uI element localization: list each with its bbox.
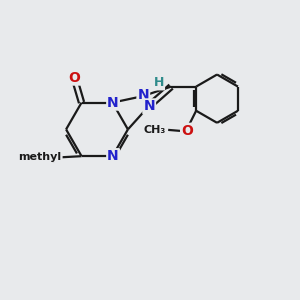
Text: CH₃: CH₃: [144, 125, 166, 135]
Text: H: H: [154, 76, 164, 89]
Text: O: O: [68, 70, 80, 85]
Text: N: N: [143, 99, 155, 113]
Text: methyl: methyl: [24, 153, 62, 163]
Text: methyl: methyl: [18, 152, 61, 162]
Text: N: N: [137, 88, 149, 102]
Text: N: N: [107, 149, 119, 163]
Text: O: O: [181, 124, 193, 138]
Text: N: N: [107, 96, 119, 110]
